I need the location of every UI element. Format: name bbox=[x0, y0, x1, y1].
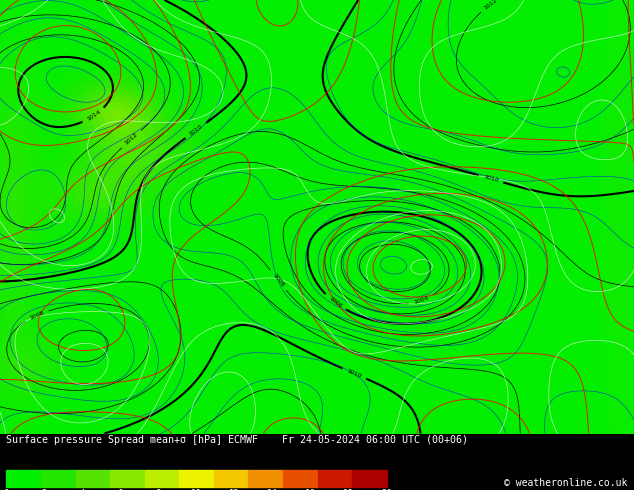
Bar bbox=[41, 470, 75, 487]
Text: 1014: 1014 bbox=[86, 109, 101, 122]
Bar bbox=[283, 470, 318, 487]
Text: 1012: 1012 bbox=[124, 132, 139, 146]
Text: 8: 8 bbox=[156, 489, 161, 490]
Text: 1010: 1010 bbox=[483, 174, 499, 183]
Text: 1008: 1008 bbox=[29, 310, 44, 321]
Bar bbox=[110, 470, 145, 487]
Text: © weatheronline.co.uk: © weatheronline.co.uk bbox=[504, 478, 628, 488]
Text: 1006: 1006 bbox=[328, 296, 343, 309]
Text: 10: 10 bbox=[191, 489, 202, 490]
Bar bbox=[318, 470, 352, 487]
Bar bbox=[75, 470, 110, 487]
Bar bbox=[179, 470, 214, 487]
Text: 1010: 1010 bbox=[188, 124, 204, 137]
Text: 20: 20 bbox=[382, 489, 392, 490]
Bar bbox=[214, 470, 249, 487]
Text: 4: 4 bbox=[80, 489, 85, 490]
Bar bbox=[249, 470, 283, 487]
Text: 1012: 1012 bbox=[483, 0, 499, 11]
Text: 16: 16 bbox=[306, 489, 316, 490]
Text: 0: 0 bbox=[4, 489, 9, 490]
Text: 12: 12 bbox=[230, 489, 240, 490]
Text: 1004: 1004 bbox=[413, 295, 429, 305]
Text: 6: 6 bbox=[118, 489, 123, 490]
Bar bbox=[352, 470, 387, 487]
Bar bbox=[145, 470, 179, 487]
Text: 2: 2 bbox=[42, 489, 47, 490]
Text: 18: 18 bbox=[344, 489, 354, 490]
Text: 1010: 1010 bbox=[346, 368, 363, 379]
Bar bbox=[6, 470, 41, 487]
Text: 14: 14 bbox=[268, 489, 278, 490]
Text: Surface pressure Spread mean+σ [hPa] ECMWF    Fr 24-05-2024 06:00 UTC (00+06): Surface pressure Spread mean+σ [hPa] ECM… bbox=[6, 435, 469, 445]
Text: 1008: 1008 bbox=[271, 272, 285, 288]
